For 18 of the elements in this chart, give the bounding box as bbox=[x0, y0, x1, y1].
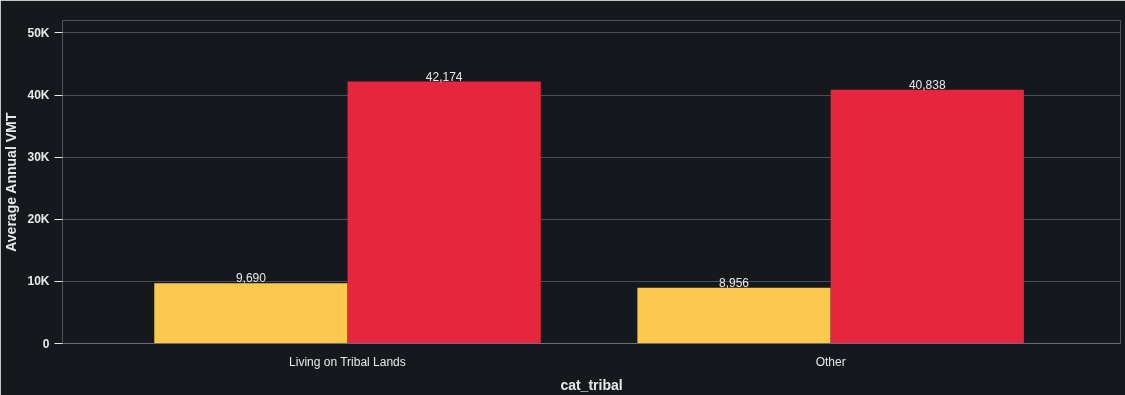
data-label: 9,690 bbox=[235, 271, 267, 286]
y-tick-label: 10K bbox=[27, 274, 50, 289]
y-tick-label: 20K bbox=[27, 212, 50, 227]
y-tick-label: 40K bbox=[27, 88, 50, 103]
bar bbox=[637, 287, 831, 344]
y-tick-label: 0 bbox=[42, 336, 50, 351]
bar bbox=[830, 89, 1024, 344]
x-axis-title: cat_tribal bbox=[560, 376, 623, 393]
y-tick-label: 50K bbox=[27, 25, 50, 40]
x-tick-label: Living on Tribal Lands bbox=[289, 354, 406, 369]
y-axis-title: Average Annual VMT bbox=[3, 112, 20, 252]
x-tick-label: Other bbox=[815, 354, 846, 369]
bar bbox=[347, 81, 541, 344]
y-tick-label: 30K bbox=[27, 150, 50, 165]
bar bbox=[154, 283, 348, 344]
data-label: 8,956 bbox=[719, 275, 750, 290]
data-label: 40,838 bbox=[908, 77, 946, 92]
data-label: 42,174 bbox=[425, 69, 463, 84]
